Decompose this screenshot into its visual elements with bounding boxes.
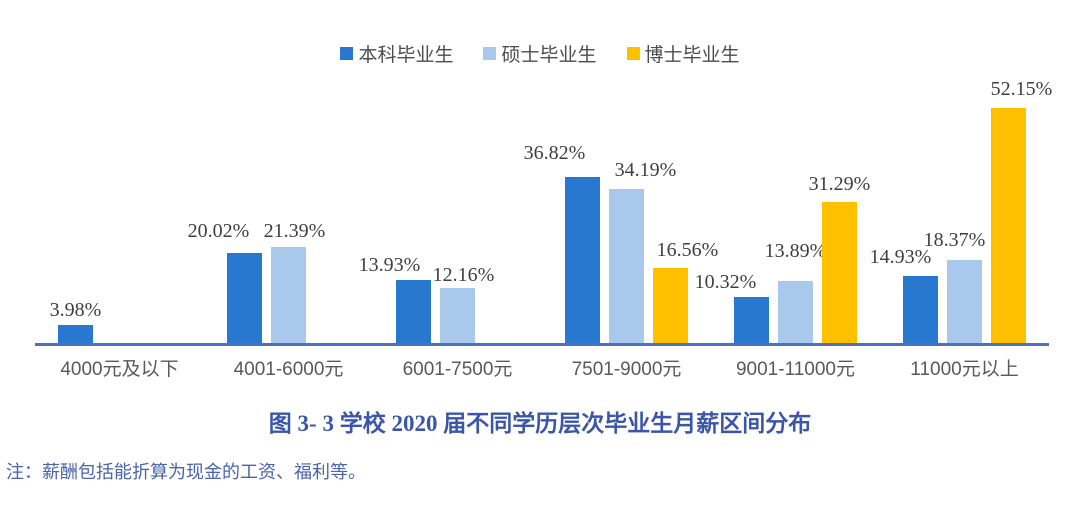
- x-axis-line: [35, 343, 1049, 346]
- data-label: 13.93%: [358, 254, 421, 277]
- data-label: 12.16%: [432, 264, 495, 287]
- data-label: 31.29%: [808, 173, 871, 196]
- chart-legend: 本科毕业生 硕士毕业生 博士毕业生: [0, 40, 1080, 67]
- data-label: 18.37%: [923, 229, 986, 252]
- legend-label: 硕士毕业生: [501, 45, 597, 66]
- bar-chart-plot-area: 3.98% 20.02% 21.39% 13.93% 12.16% 36.82% 34.19…: [35, 79, 1052, 346]
- bar-group: 3.98%: [35, 98, 204, 343]
- category-label: 4001-6000元: [233, 359, 344, 380]
- data-label: 21.39%: [263, 219, 326, 242]
- legend-swatch-icon: [626, 47, 640, 60]
- category-label: 9001-11000元: [735, 359, 856, 380]
- bar-group: 20.02% 21.39%: [188, 98, 373, 343]
- bar: 14.93%: [870, 247, 938, 343]
- bar: 10.32%: [695, 272, 769, 343]
- bar: 3.98%: [50, 300, 101, 343]
- legend-item: 本科毕业生: [340, 40, 453, 67]
- legend-item: 硕士毕业生: [483, 40, 597, 67]
- data-label: 13.89%: [764, 239, 827, 262]
- figure-title: 图 3- 3 学校 2020 届不同学历层次毕业生月薪区间分布: [268, 411, 812, 436]
- bar: 13.93%: [359, 255, 431, 343]
- bar: 34.19%: [609, 160, 676, 343]
- bar: 20.02%: [188, 221, 262, 343]
- legend-item: 博士毕业生: [626, 40, 740, 67]
- bar-group: 13.93% 12.16%: [359, 98, 542, 343]
- bar: 31.29%: [809, 174, 870, 343]
- data-label: 36.82%: [523, 142, 586, 165]
- legend-swatch-icon: [483, 47, 497, 60]
- category-label: 7501-9000元: [571, 359, 682, 380]
- bar-group: 10.32% 13.89% 31.29%: [695, 98, 880, 343]
- figure-note: 注：薪酬包括能折算为现金的工资、福利等。: [6, 462, 366, 482]
- bar: 12.16%: [433, 265, 494, 343]
- bar: 16.56%: [653, 240, 718, 343]
- bar: 36.82%: [524, 143, 600, 343]
- legend-label: 本科毕业生: [358, 45, 454, 66]
- data-label: 3.98%: [49, 299, 102, 322]
- category-label: 4000元及以下: [60, 359, 179, 380]
- bar: 13.89%: [765, 241, 826, 343]
- data-label: 14.93%: [869, 245, 932, 268]
- category-label: 6001-7500元: [402, 359, 513, 380]
- data-label: 16.56%: [656, 239, 719, 262]
- bar: 52.15%: [991, 79, 1052, 343]
- data-label: 20.02%: [187, 219, 250, 242]
- legend-swatch-icon: [340, 47, 354, 60]
- category-label: 11000元以上: [910, 359, 1019, 380]
- bar: 18.37%: [924, 230, 985, 343]
- data-label: 34.19%: [614, 159, 677, 182]
- x-axis-labels: 4000元及以下 4001-6000元 6001-7500元 7501-9000元 90…: [35, 354, 1049, 381]
- data-label: 10.32%: [694, 270, 757, 293]
- legend-label: 博士毕业生: [644, 45, 740, 66]
- bar-group: 14.93% 18.37% 52.15%: [870, 79, 1052, 343]
- bar: 21.39%: [264, 221, 325, 343]
- data-label: 52.15%: [990, 78, 1053, 101]
- bar-group: 36.82% 34.19% 16.56%: [524, 98, 718, 343]
